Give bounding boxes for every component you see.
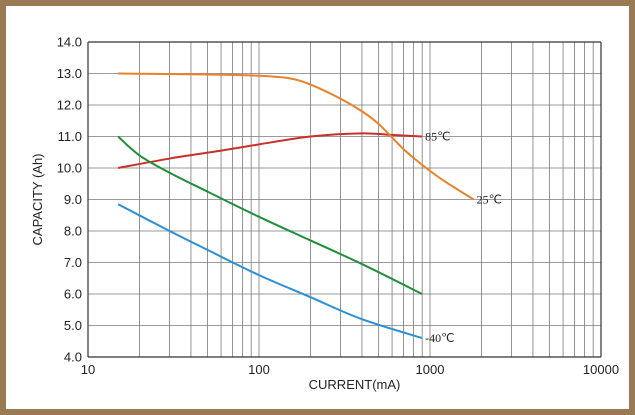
- y-tick-label: 4.0: [64, 350, 82, 365]
- series-line-2: [118, 72, 475, 201]
- series-label: 85℃: [425, 130, 450, 144]
- x-tick-label: 100: [248, 362, 270, 377]
- series-line-1: [117, 132, 423, 169]
- x-tick-label: 1000: [416, 362, 445, 377]
- series-labels: 85℃ 25℃ -40℃: [425, 130, 502, 346]
- y-tick-label: 12.0: [57, 98, 82, 113]
- x-axis-label: CURRENT(mA): [309, 377, 401, 392]
- series-label: -40℃: [425, 331, 454, 345]
- grid: [87, 41, 601, 358]
- tick-labels: 14.013.012.011.010.09.08.07.06.05.04.010…: [57, 35, 619, 378]
- y-tick-label: 7.0: [64, 255, 82, 270]
- axes: [87, 41, 602, 358]
- y-tick-label: 10.0: [57, 161, 82, 176]
- y-tick-label: 8.0: [64, 224, 82, 239]
- x-tick-label: 10: [81, 362, 95, 377]
- y-tick-label: 9.0: [64, 192, 82, 207]
- y-tick-label: 13.0: [57, 66, 82, 81]
- y-tick-label: 6.0: [64, 287, 82, 302]
- y-axis-label: CAPACITY (Ah): [30, 154, 45, 246]
- y-tick-label: 14.0: [57, 35, 82, 50]
- y-tick-label: 11.0: [58, 129, 82, 144]
- y-tick-label: 5.0: [64, 318, 82, 333]
- series-line-3: [117, 135, 423, 295]
- series-line-4: [117, 203, 423, 340]
- series-label: 25℃: [477, 193, 502, 207]
- series: [117, 72, 475, 340]
- x-tick-label: 10000: [583, 362, 619, 377]
